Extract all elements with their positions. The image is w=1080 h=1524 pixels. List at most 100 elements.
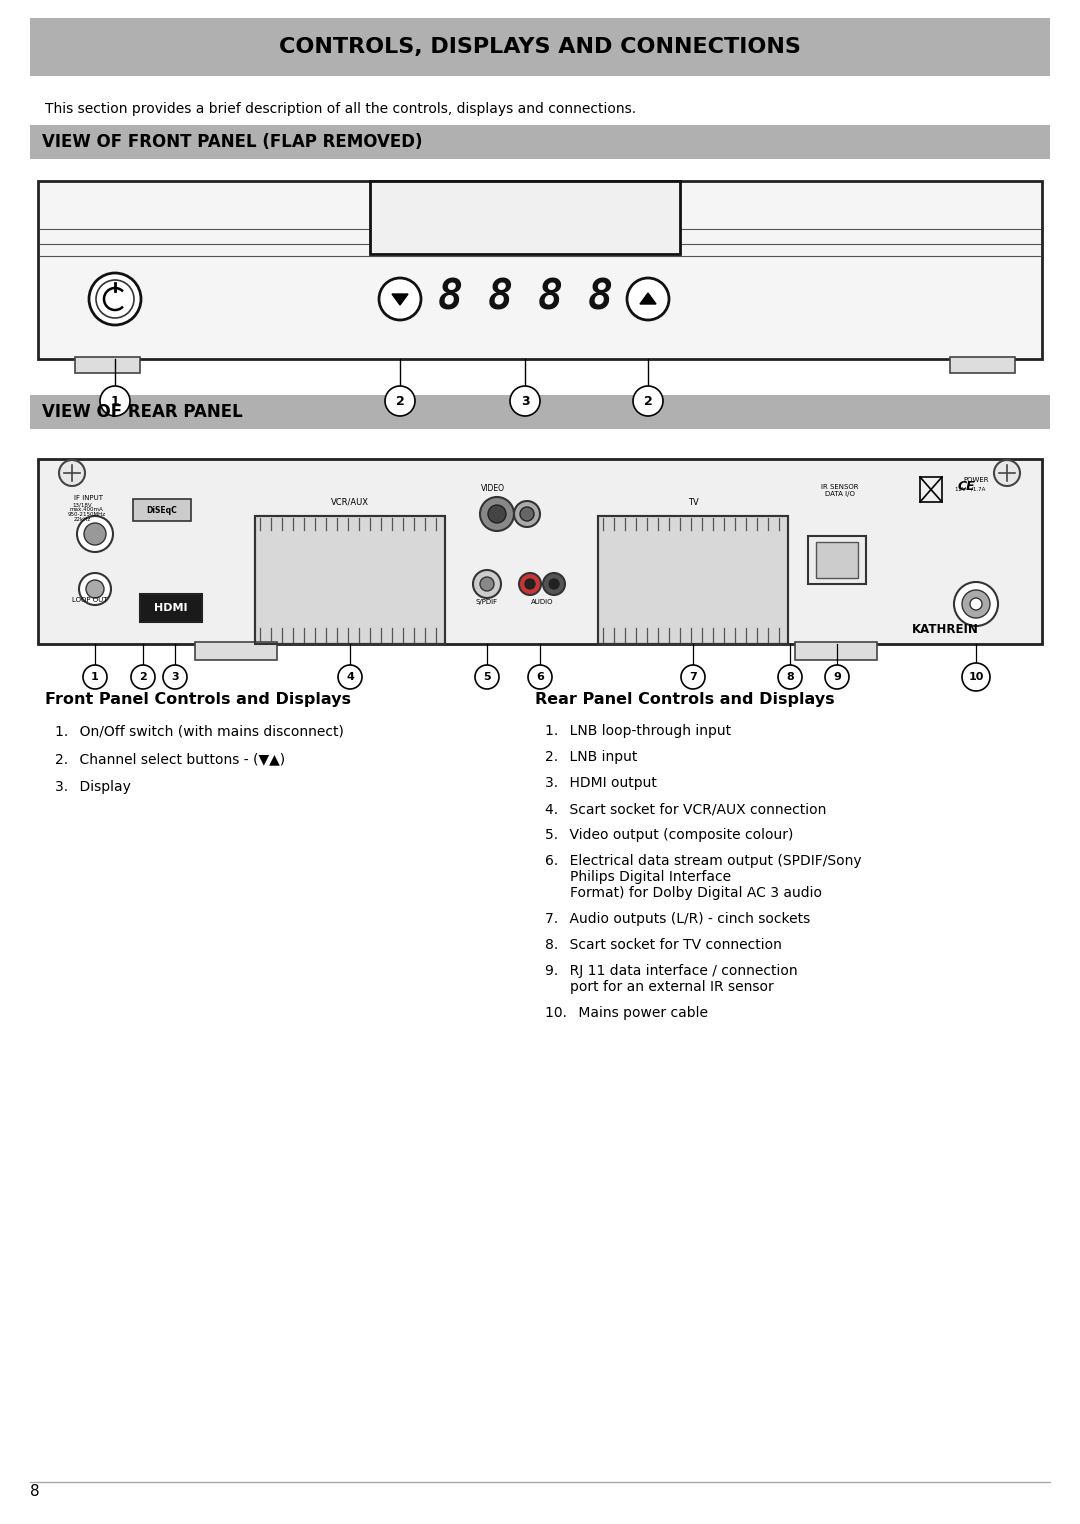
Circle shape bbox=[379, 277, 421, 320]
Circle shape bbox=[778, 664, 802, 689]
Circle shape bbox=[549, 579, 559, 588]
Bar bbox=[30, 125, 1050, 158]
Text: This section provides a brief description of all the controls, displays and conn: This section provides a brief descriptio… bbox=[45, 102, 636, 116]
Text: CE: CE bbox=[958, 480, 975, 492]
Text: VCR/AUX: VCR/AUX bbox=[330, 497, 369, 506]
Text: 4: 4 bbox=[346, 672, 354, 683]
Text: AUDIO: AUDIO bbox=[530, 599, 553, 605]
Circle shape bbox=[681, 664, 705, 689]
Text: DATA I/O: DATA I/O bbox=[825, 491, 855, 497]
Text: 2.  LNB input: 2. LNB input bbox=[545, 750, 637, 764]
Bar bbox=[38, 459, 1042, 645]
Circle shape bbox=[962, 590, 990, 619]
Text: DiSEqC: DiSEqC bbox=[147, 506, 177, 515]
Circle shape bbox=[96, 280, 134, 319]
Circle shape bbox=[480, 497, 514, 530]
Circle shape bbox=[519, 507, 534, 521]
Text: 6.  Electrical data stream output (SPDIF/Sony: 6. Electrical data stream output (SPDIF/… bbox=[545, 853, 862, 869]
Circle shape bbox=[475, 664, 499, 689]
Bar bbox=[795, 642, 877, 660]
Circle shape bbox=[627, 277, 669, 320]
Text: 8: 8 bbox=[437, 276, 462, 319]
Circle shape bbox=[384, 386, 415, 416]
Text: VIDEO: VIDEO bbox=[481, 485, 505, 492]
Circle shape bbox=[528, 664, 552, 689]
Circle shape bbox=[994, 460, 1020, 486]
Bar bbox=[255, 517, 445, 645]
Circle shape bbox=[514, 501, 540, 527]
Circle shape bbox=[480, 578, 494, 591]
Circle shape bbox=[954, 582, 998, 626]
Text: 12V   /1.7A: 12V /1.7A bbox=[955, 486, 985, 491]
Bar bbox=[255, 517, 445, 645]
Text: POWER: POWER bbox=[963, 477, 989, 483]
Text: 4.  Scart socket for VCR/AUX connection: 4. Scart socket for VCR/AUX connection bbox=[545, 802, 826, 815]
Text: 9.  RJ 11 data interface / connection: 9. RJ 11 data interface / connection bbox=[545, 965, 798, 978]
Text: 1.  LNB loop-through input: 1. LNB loop-through input bbox=[545, 724, 731, 738]
Text: VIEW OF REAR PANEL: VIEW OF REAR PANEL bbox=[42, 402, 243, 421]
Text: KATHREIN: KATHREIN bbox=[912, 622, 978, 636]
Bar bbox=[598, 517, 788, 645]
Text: 2: 2 bbox=[395, 395, 404, 407]
Text: 8: 8 bbox=[538, 276, 563, 319]
Text: 9: 9 bbox=[833, 672, 841, 683]
Text: 10: 10 bbox=[969, 672, 984, 683]
Text: 13/18V: 13/18V bbox=[72, 501, 92, 507]
Circle shape bbox=[131, 664, 156, 689]
Text: CONTROLS, DISPLAYS AND CONNECTIONS: CONTROLS, DISPLAYS AND CONNECTIONS bbox=[279, 37, 801, 56]
Bar bbox=[808, 536, 866, 584]
Text: HDMI: HDMI bbox=[154, 604, 188, 613]
Circle shape bbox=[510, 386, 540, 416]
Text: 3.  Display: 3. Display bbox=[55, 780, 131, 794]
Circle shape bbox=[825, 664, 849, 689]
Text: 5.  Video output (composite colour): 5. Video output (composite colour) bbox=[545, 828, 794, 841]
Text: S/PDIF: S/PDIF bbox=[476, 599, 498, 605]
Text: 2: 2 bbox=[139, 672, 147, 683]
Text: 10.  Mains power cable: 10. Mains power cable bbox=[545, 1006, 708, 1020]
Text: 1: 1 bbox=[110, 395, 120, 407]
Circle shape bbox=[519, 573, 541, 594]
Circle shape bbox=[970, 597, 982, 610]
Circle shape bbox=[338, 664, 362, 689]
Circle shape bbox=[86, 581, 104, 597]
Text: 2.  Channel select buttons - (▼▲): 2. Channel select buttons - (▼▲) bbox=[55, 751, 285, 767]
Text: Format) for Dolby Digital AC 3 audio: Format) for Dolby Digital AC 3 audio bbox=[570, 885, 822, 901]
Bar bbox=[133, 498, 191, 521]
Text: IF INPUT: IF INPUT bbox=[75, 495, 103, 501]
Circle shape bbox=[488, 504, 507, 523]
Text: 8: 8 bbox=[786, 672, 794, 683]
Text: 3: 3 bbox=[521, 395, 529, 407]
Circle shape bbox=[962, 663, 990, 690]
Bar bbox=[816, 543, 858, 578]
Bar bbox=[38, 181, 1042, 360]
Bar bbox=[950, 357, 1015, 373]
Bar bbox=[30, 18, 1050, 76]
Circle shape bbox=[473, 570, 501, 597]
Polygon shape bbox=[640, 293, 656, 303]
Text: 8: 8 bbox=[30, 1484, 40, 1500]
Text: 7: 7 bbox=[689, 672, 697, 683]
Text: IR SENSOR: IR SENSOR bbox=[821, 485, 859, 491]
Circle shape bbox=[59, 460, 85, 486]
Circle shape bbox=[89, 273, 141, 325]
Circle shape bbox=[84, 523, 106, 546]
Text: Philips Digital Interface: Philips Digital Interface bbox=[570, 870, 731, 884]
Text: 8: 8 bbox=[588, 276, 612, 319]
Circle shape bbox=[77, 517, 113, 552]
Bar bbox=[140, 594, 202, 622]
Text: 8: 8 bbox=[487, 276, 513, 319]
Text: max.400mA: max.400mA bbox=[69, 507, 103, 512]
Bar bbox=[30, 395, 1050, 428]
Text: Front Panel Controls and Displays: Front Panel Controls and Displays bbox=[45, 692, 351, 707]
Polygon shape bbox=[392, 294, 408, 305]
Bar bbox=[598, 517, 788, 645]
Text: 5: 5 bbox=[483, 672, 490, 683]
Bar bbox=[920, 477, 942, 501]
Text: 950-2150MHz: 950-2150MHz bbox=[68, 512, 106, 517]
Circle shape bbox=[163, 664, 187, 689]
Text: 8.  Scart socket for TV connection: 8. Scart socket for TV connection bbox=[545, 937, 782, 952]
Bar bbox=[75, 357, 140, 373]
Text: Rear Panel Controls and Displays: Rear Panel Controls and Displays bbox=[535, 692, 835, 707]
Bar bbox=[370, 181, 680, 255]
Circle shape bbox=[543, 573, 565, 594]
